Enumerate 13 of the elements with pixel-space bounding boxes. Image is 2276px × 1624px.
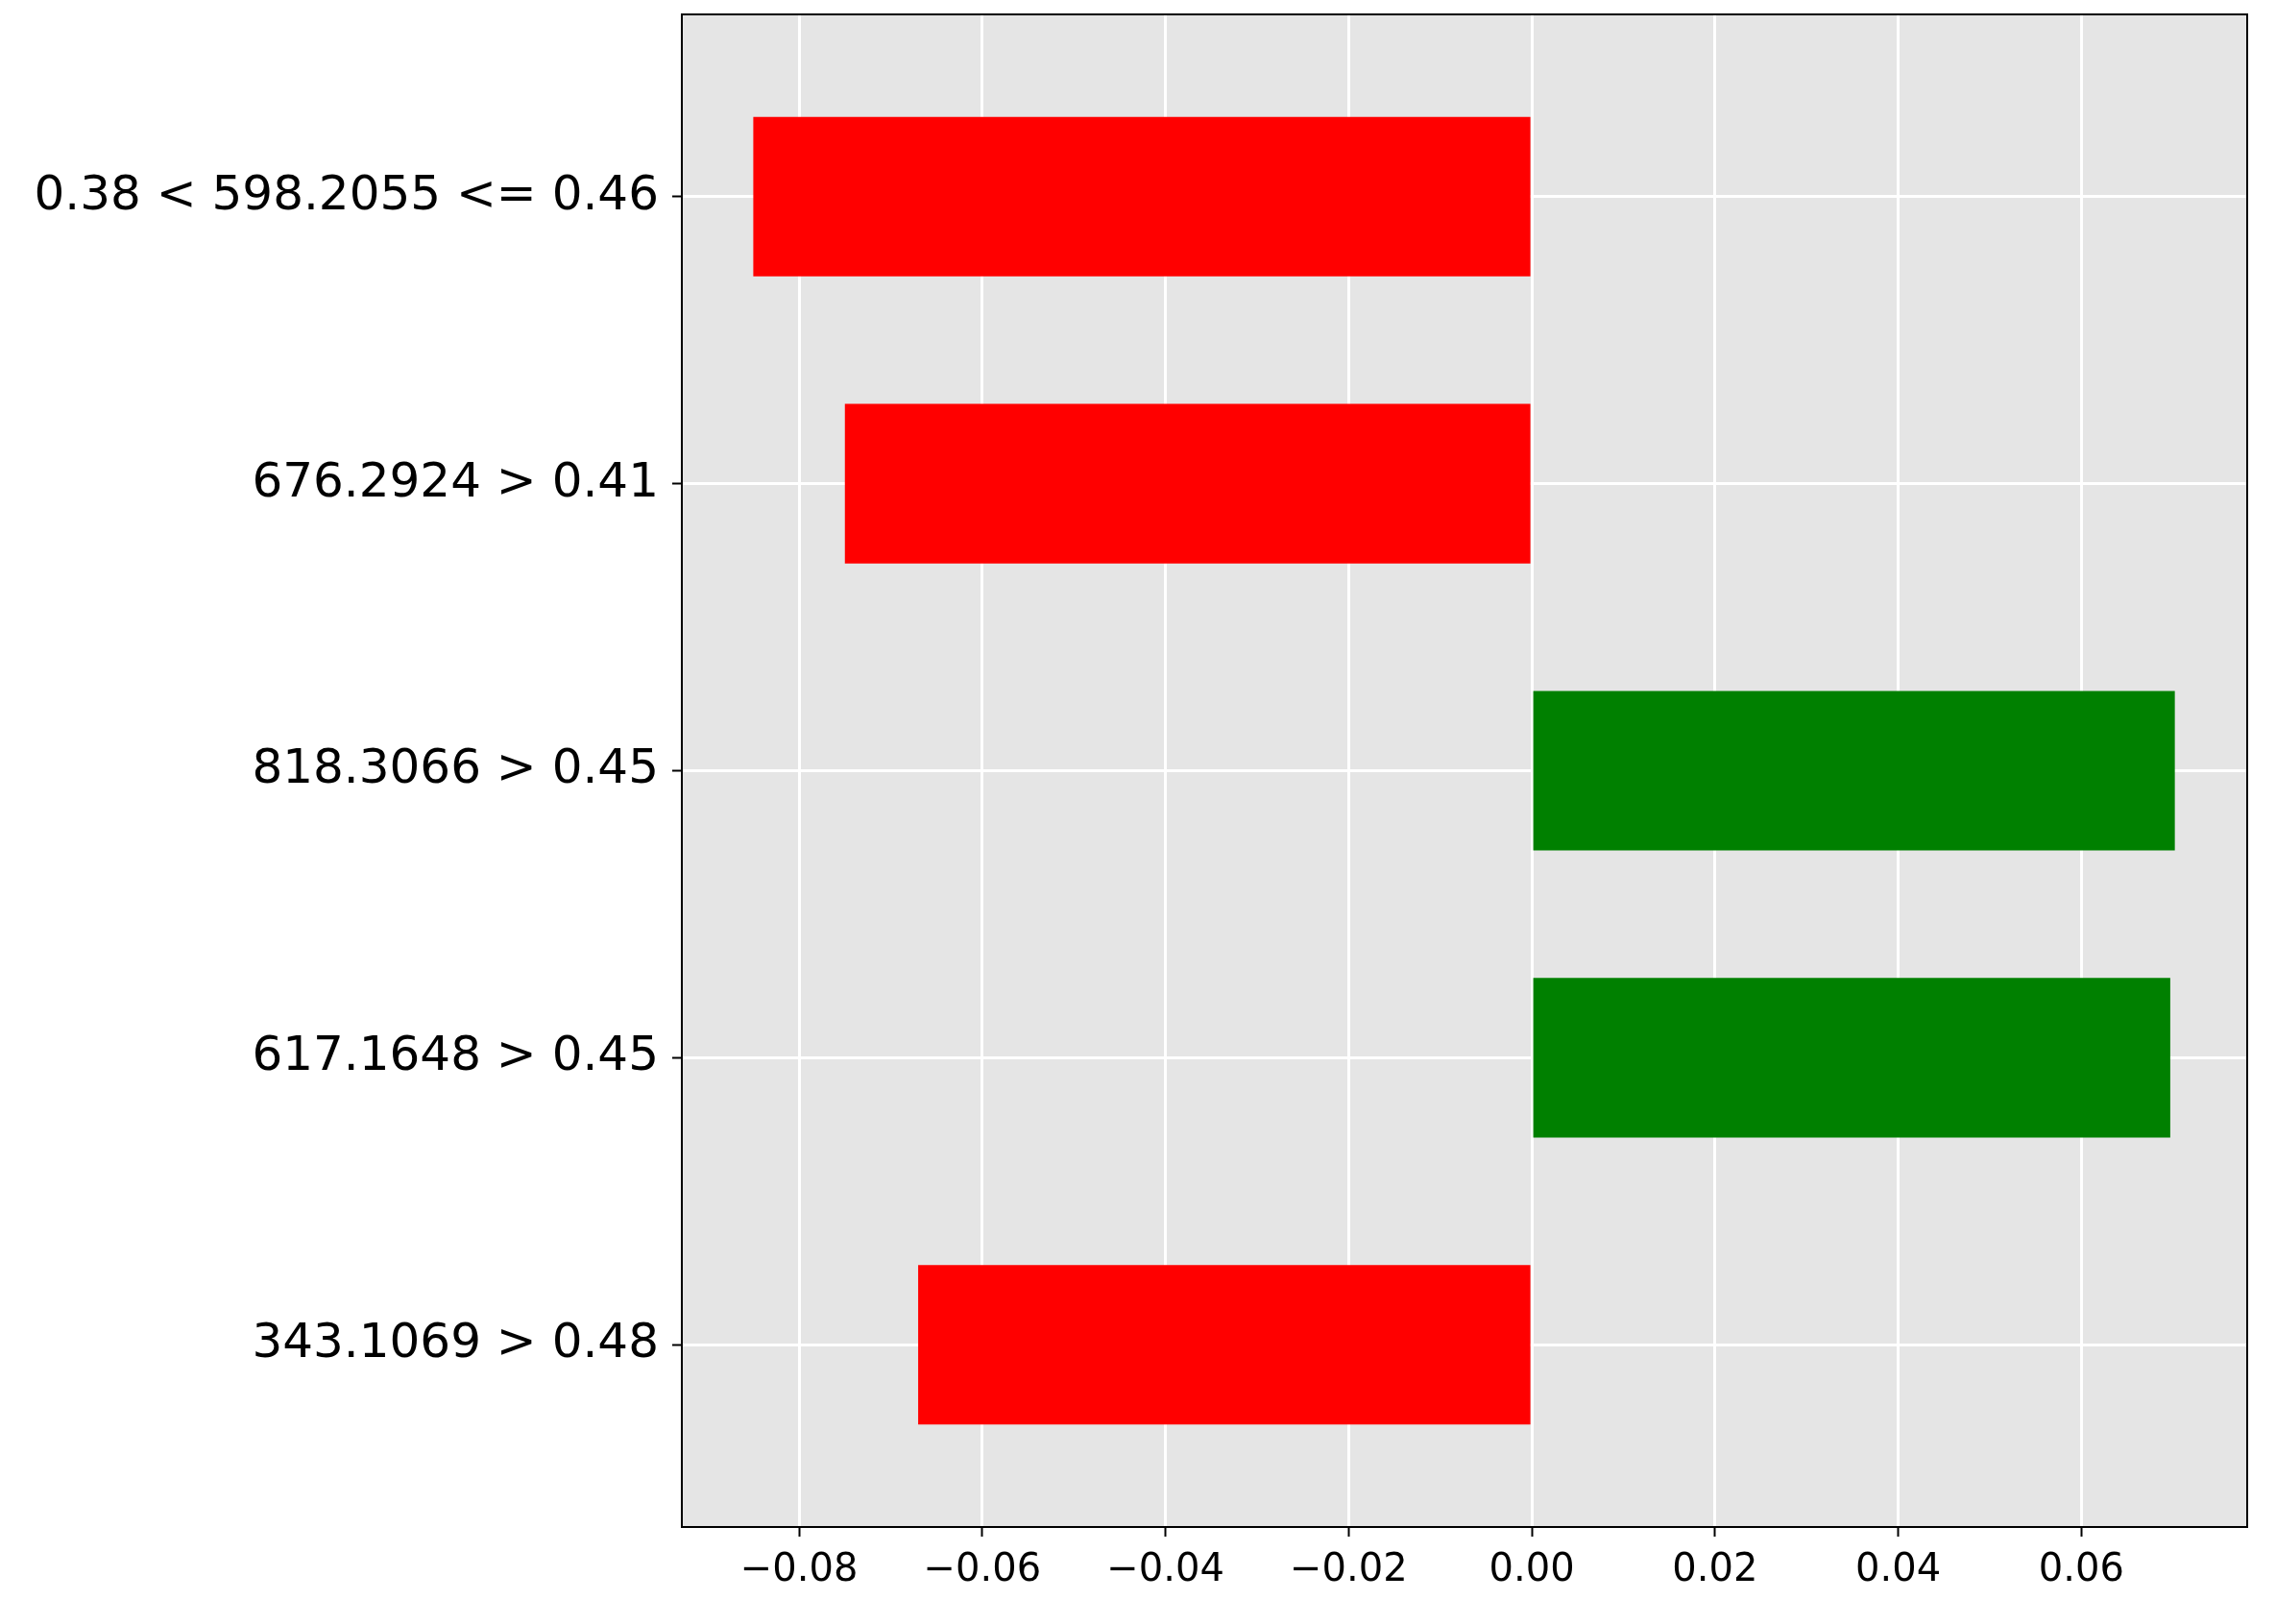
x-tick-label: 0.02 bbox=[1672, 1545, 1758, 1590]
y-tick-label: 0.38 < 598.2055 <= 0.46 bbox=[34, 164, 659, 221]
y-tick-label: 676.2924 > 0.41 bbox=[252, 451, 659, 508]
y-tick-label: 343.1069 > 0.48 bbox=[252, 1313, 659, 1369]
x-tick-label: −0.08 bbox=[739, 1545, 859, 1590]
x-tick-label: −0.02 bbox=[1290, 1545, 1408, 1590]
x-tick-label: −0.06 bbox=[923, 1545, 1042, 1590]
x-tick-label: 0.00 bbox=[1489, 1545, 1575, 1590]
x-tick-label: 0.04 bbox=[1855, 1545, 1942, 1590]
x-tick-label: 0.06 bbox=[2038, 1545, 2124, 1590]
x-tick-label: −0.04 bbox=[1106, 1545, 1224, 1590]
y-tick-label: 617.1648 > 0.45 bbox=[252, 1026, 659, 1082]
y-tick-label: 818.3066 > 0.45 bbox=[252, 739, 659, 795]
